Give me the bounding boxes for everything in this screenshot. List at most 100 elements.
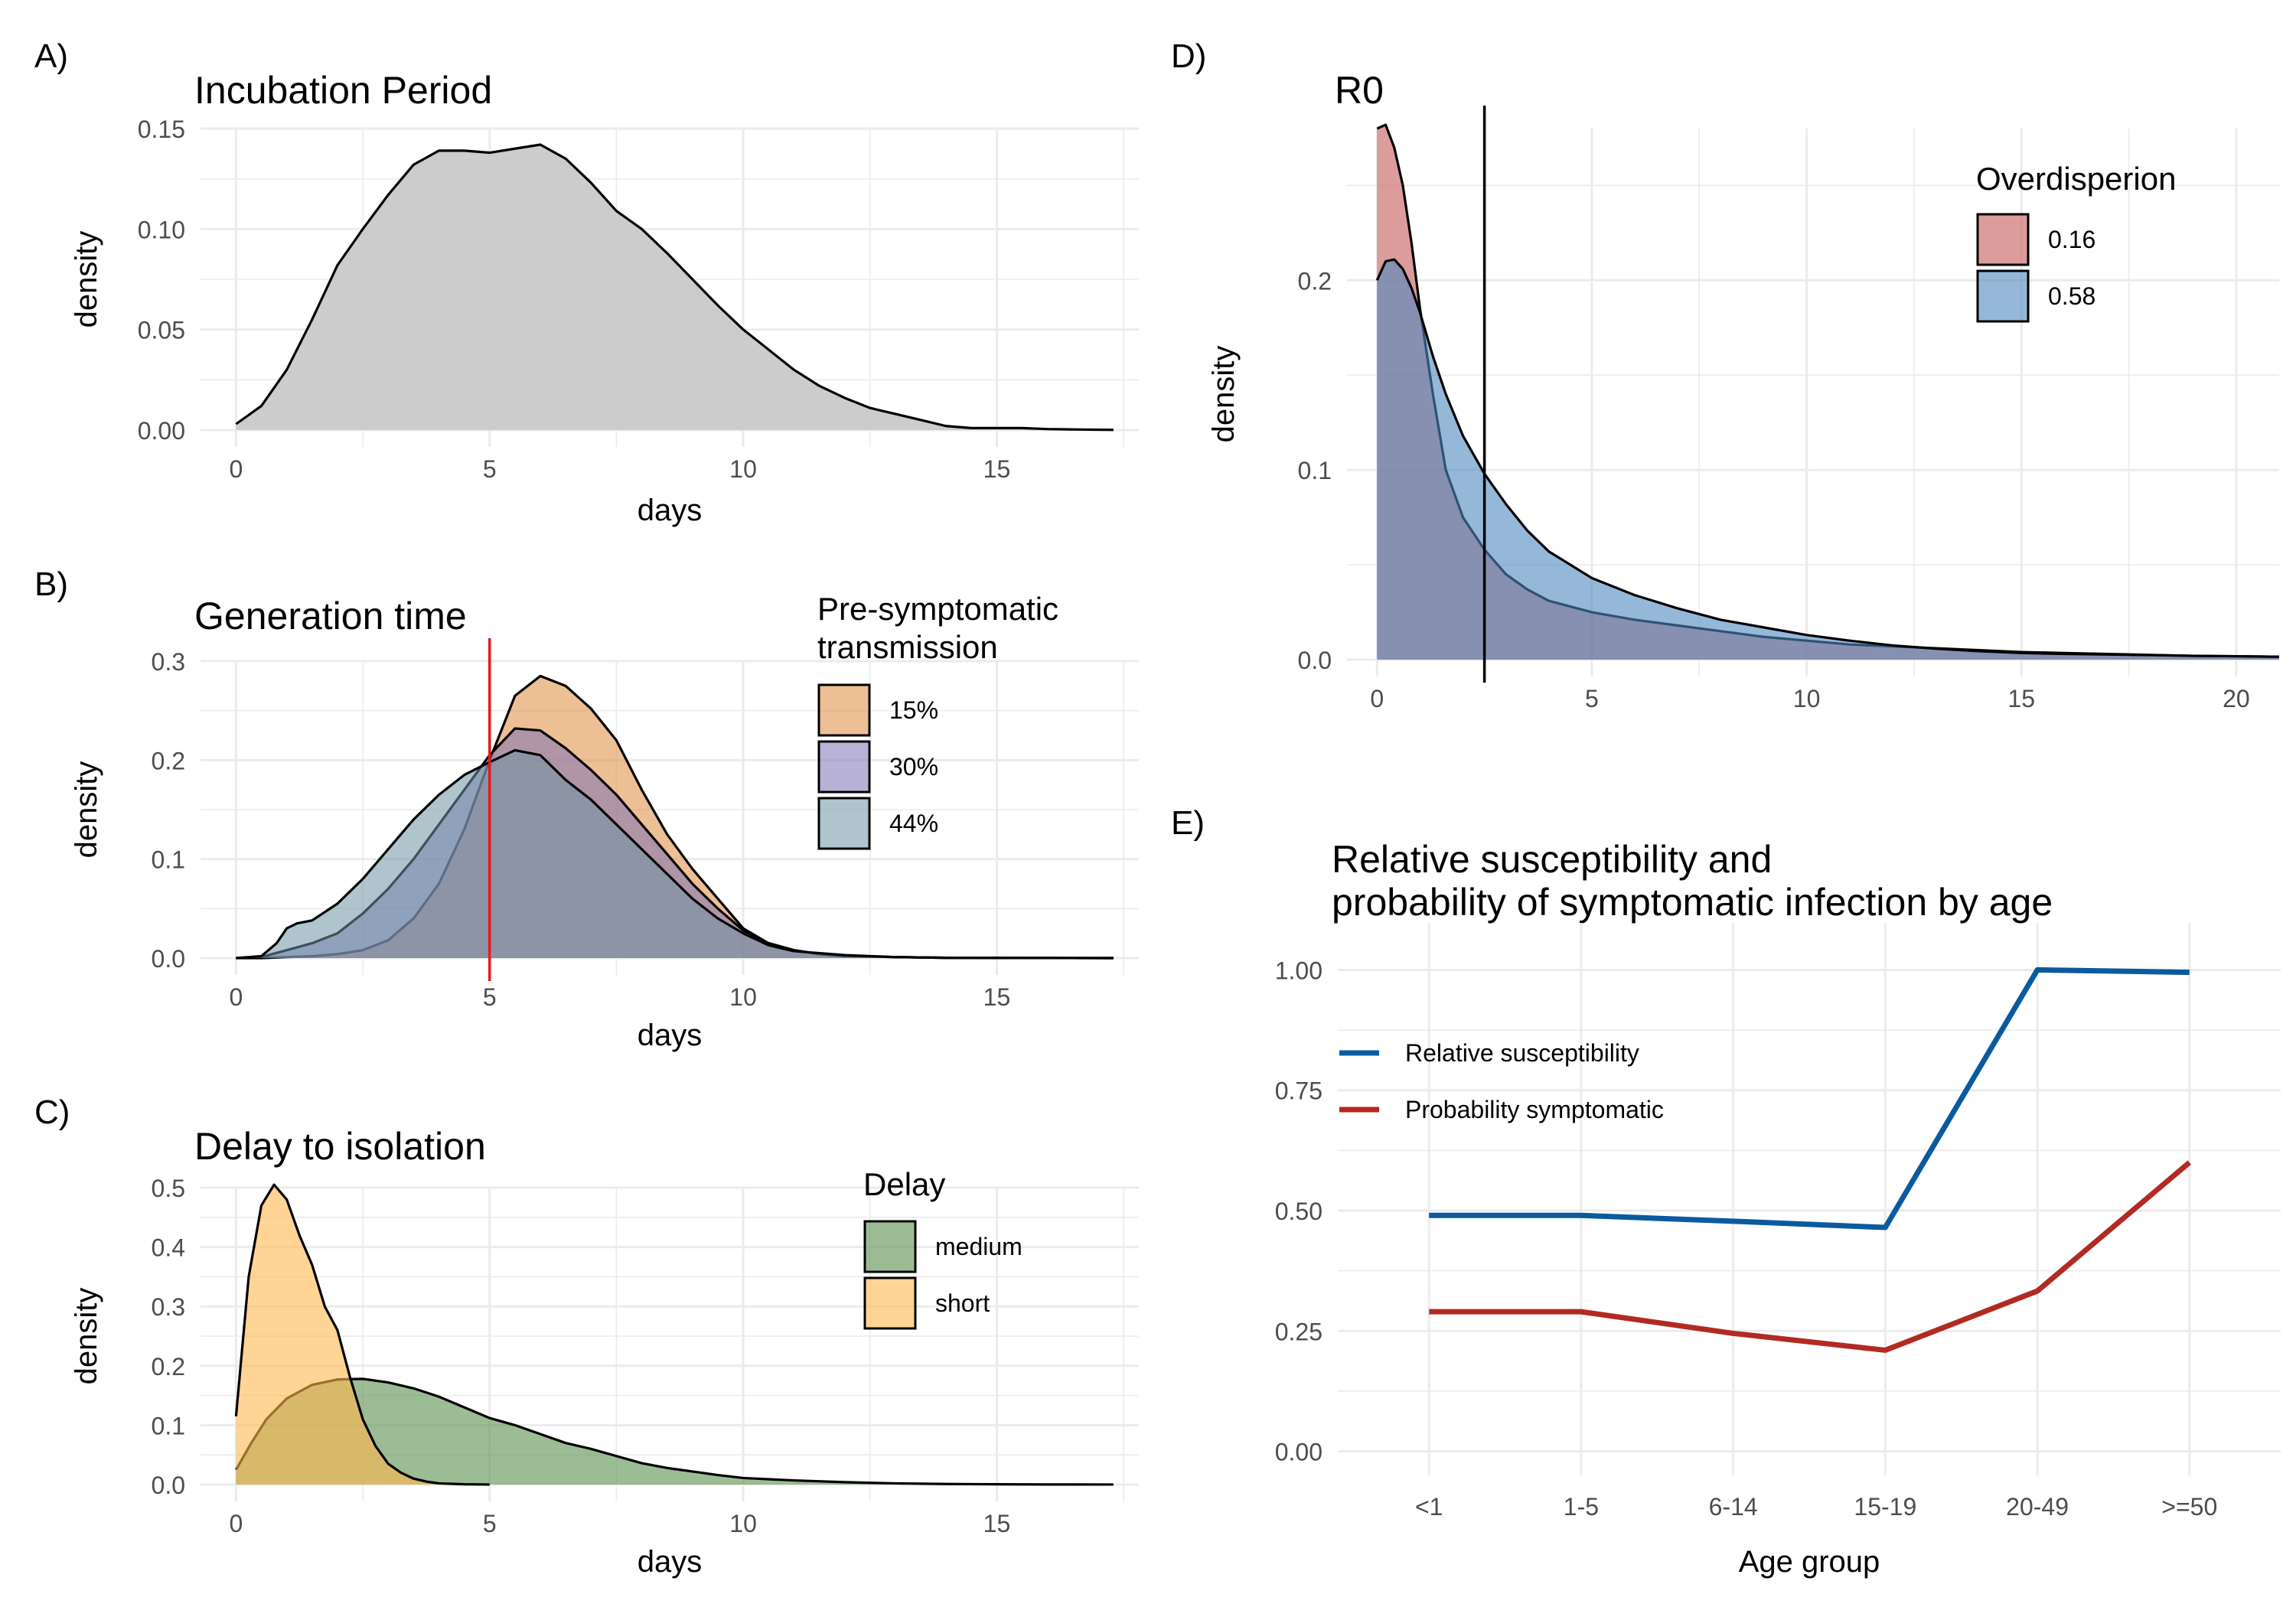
panel-letter: D) xyxy=(1171,37,1206,75)
x-tick-label: >=50 xyxy=(2161,1493,2217,1521)
y-tick-label: 0.3 xyxy=(152,648,185,676)
x-tick-label: 10 xyxy=(729,1510,757,1537)
y-axis-label: density xyxy=(70,761,103,859)
legend-label: 0.58 xyxy=(2048,282,2095,310)
legend-key xyxy=(817,740,871,794)
legend-label: Probability symptomatic xyxy=(1405,1096,1664,1123)
y-tick-label: 0.75 xyxy=(1275,1077,1322,1105)
x-tick-labels: 0 5 10 15 20 xyxy=(1370,685,2249,712)
x-tick-label: 15 xyxy=(983,455,1011,483)
legend-label: 15% xyxy=(889,696,938,724)
y-tick-label: 0.2 xyxy=(1298,267,1332,295)
x-tick-label: 6-14 xyxy=(1709,1493,1758,1521)
x-tick-label: 5 xyxy=(483,455,497,483)
x-tick-label: 0 xyxy=(229,1510,243,1537)
y-tick-labels: 0.0 0.1 0.2 0.3 xyxy=(152,648,185,973)
y-tick-label: 0.00 xyxy=(1275,1439,1322,1466)
legend-title: Pre-symptomatic xyxy=(817,591,1058,627)
x-tick-label: 0 xyxy=(1370,685,1384,712)
density-area-medium xyxy=(236,1378,1114,1485)
legend-key xyxy=(863,1276,917,1330)
density-area xyxy=(236,145,1114,430)
panel-c: C) Delay to isolation 0.0 0.1 0.2 0.3 0.4 0.5 0 5… xyxy=(34,1094,1139,1579)
y-tick-label: 0.25 xyxy=(1275,1318,1322,1345)
y-tick-label: 0.0 xyxy=(152,945,185,973)
panel-letter: E) xyxy=(1171,804,1205,842)
series-group xyxy=(1429,966,2192,1353)
x-tick-label: 5 xyxy=(1585,685,1599,712)
y-tick-label: 0.05 xyxy=(138,317,185,344)
x-tick-label: 20-49 xyxy=(2006,1493,2069,1521)
legend-label: medium xyxy=(935,1233,1022,1260)
y-axis-label: density xyxy=(1207,346,1241,443)
density-area-44pct xyxy=(236,750,1114,958)
x-tick-label: 5 xyxy=(483,983,497,1011)
density-outline xyxy=(1375,258,2280,658)
x-tick-labels: <1 1-5 6-14 15-19 20-49 >=50 xyxy=(1415,1493,2217,1521)
series-group xyxy=(235,143,1114,432)
x-tick-label: 15 xyxy=(2007,685,2035,712)
y-tick-label: 0.10 xyxy=(138,216,185,243)
legend-title: transmission xyxy=(817,629,998,665)
panel-title: Relative susceptibility and xyxy=(1332,838,1772,881)
x-tick-label: 0 xyxy=(229,455,243,483)
x-tick-labels: 0 5 10 15 xyxy=(229,1510,1010,1537)
y-tick-label: 0.00 xyxy=(138,417,185,445)
x-tick-labels: 0 5 10 15 xyxy=(229,455,1010,483)
panel-title: Generation time xyxy=(194,595,467,637)
x-tick-label: 10 xyxy=(729,455,757,483)
y-tick-label: 0.50 xyxy=(1275,1198,1322,1225)
series-group xyxy=(1375,106,2280,683)
panel-letter: A) xyxy=(34,37,68,75)
panel-letter: C) xyxy=(34,1094,70,1131)
x-tick-label: 1-5 xyxy=(1564,1493,1599,1521)
legend-title: Overdisperion xyxy=(1976,161,2176,197)
density-area-0.58 xyxy=(1377,259,2279,660)
y-tick-label: 0.2 xyxy=(152,747,185,774)
density-area-short xyxy=(236,1185,490,1485)
x-axis-label: Age group xyxy=(1739,1545,1880,1579)
y-tick-labels: 0.0 0.1 0.2 0.3 0.4 0.5 xyxy=(152,1175,185,1499)
panel-d: D) R0 0.0 0.1 0.2 0 5 10 15 20 density Overdisperio… xyxy=(1171,37,2280,712)
legend-label: Relative susceptibility xyxy=(1405,1039,1639,1067)
y-tick-label: 1.00 xyxy=(1275,957,1322,984)
y-tick-label: 0.1 xyxy=(1298,457,1332,484)
x-tick-label: 10 xyxy=(1793,685,1821,712)
legend-label: 44% xyxy=(889,810,938,837)
legend-label: 30% xyxy=(889,753,938,781)
y-tick-labels: 0.00 0.25 0.50 0.75 1.00 xyxy=(1275,957,1322,1465)
density-outline xyxy=(235,143,1114,432)
series-group xyxy=(234,1183,1114,1486)
x-tick-label: 5 xyxy=(483,1510,497,1537)
legend-title: Delay xyxy=(863,1166,945,1202)
x-axis-label: days xyxy=(638,1545,703,1579)
legend-label: short xyxy=(935,1289,990,1317)
legend: Overdisperion 0.16 0.58 xyxy=(1976,161,2176,323)
series-line xyxy=(1429,966,2190,1231)
y-tick-label: 0.5 xyxy=(152,1175,185,1202)
x-tick-labels: 0 5 10 15 xyxy=(229,983,1010,1011)
y-tick-label: 0.0 xyxy=(152,1472,185,1499)
y-tick-label: 0.0 xyxy=(1298,647,1332,674)
legend: Delay medium short xyxy=(863,1166,1022,1330)
legend-key xyxy=(1976,269,2030,323)
x-axis-label: days xyxy=(638,1019,703,1052)
x-tick-label: 20 xyxy=(2223,685,2250,712)
x-tick-label: 0 xyxy=(229,983,243,1011)
x-axis-label: days xyxy=(638,494,703,527)
y-tick-label: 0.15 xyxy=(138,116,185,143)
panel-e: E) Relative susceptibility andprobability… xyxy=(1171,804,2281,1579)
legend-key xyxy=(817,797,871,850)
x-tick-label: 15-19 xyxy=(1854,1493,1916,1521)
y-axis-label: density xyxy=(70,231,103,328)
series-group xyxy=(236,638,1114,981)
y-tick-labels: 0.0 0.1 0.2 xyxy=(1298,267,1332,674)
legend-label: 0.16 xyxy=(2048,226,2095,253)
x-tick-label: 15 xyxy=(983,983,1011,1011)
gridlines xyxy=(1338,923,2281,1475)
y-tick-label: 0.1 xyxy=(152,1412,185,1439)
x-tick-label: 15 xyxy=(983,1510,1011,1537)
legend-key xyxy=(1976,213,2030,266)
x-tick-label: <1 xyxy=(1415,1493,1443,1521)
